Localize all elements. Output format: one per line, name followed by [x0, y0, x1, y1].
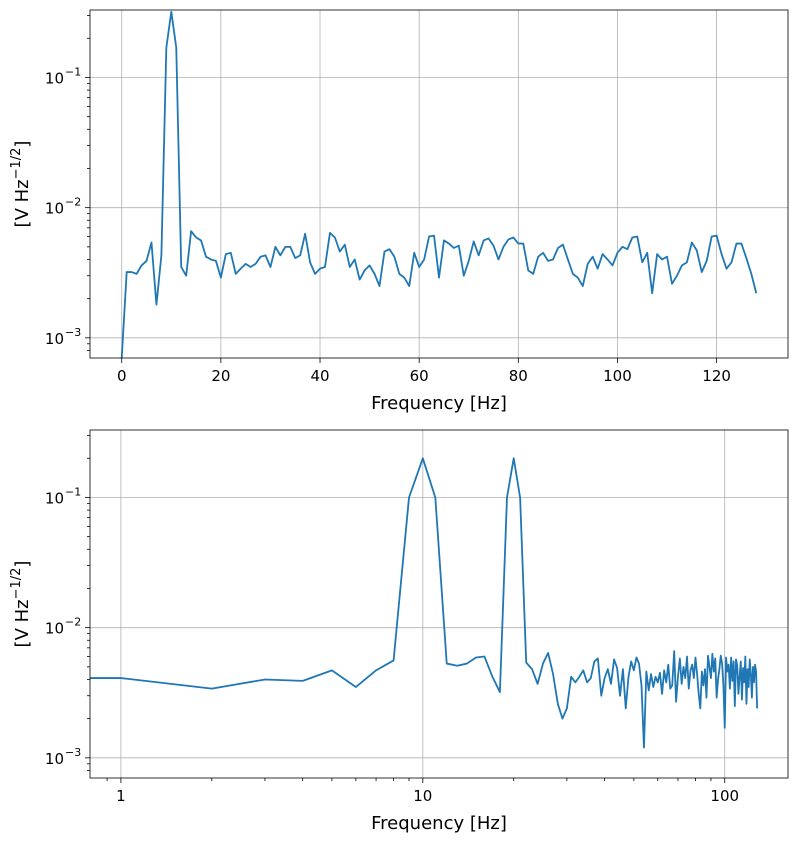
y-tick-exponent: −2: [65, 616, 81, 629]
y-tick-label: 10: [45, 69, 64, 87]
grid: [90, 430, 788, 778]
y-axis-label-prefix: [V Hz: [12, 179, 33, 227]
y-tick-base: 10: [45, 620, 64, 638]
x-tick-label: 100: [710, 787, 739, 805]
x-tick-label: 0: [117, 367, 127, 385]
y-axis-label-prefix: [V Hz: [12, 599, 33, 647]
grid: [90, 10, 788, 358]
y-tick-label: 10: [45, 200, 64, 218]
axes-frame: [89, 429, 789, 779]
y-axis-label: [V Hz−1/2]: [9, 561, 33, 648]
y-tick-exponent: −1: [65, 485, 81, 498]
y-tick-label: 10: [45, 330, 64, 348]
y-tick-exponent: −2: [65, 196, 81, 209]
y-tick-base: 10: [45, 750, 64, 768]
y-tick-label: 10: [45, 750, 64, 768]
y-tick-base: 10: [45, 330, 64, 348]
series-line: [120, 10, 758, 358]
axes-frame: [89, 9, 789, 359]
y-axis-label-suffix: ]: [12, 561, 33, 568]
y-tick-label: 10: [45, 489, 64, 507]
y-axis-label-exponent: −1/2: [9, 148, 24, 180]
x-tick-label: 20: [211, 367, 230, 385]
y-tick-base: 10: [45, 489, 64, 507]
x-axis-label: Frequency [Hz]: [371, 813, 507, 834]
x-tick-label: 1: [116, 787, 126, 805]
y-tick-exponent: −3: [65, 326, 81, 339]
series-line: [90, 457, 759, 749]
x-axis-label: Frequency [Hz]: [371, 393, 507, 414]
y-tick-exponent: −3: [65, 746, 81, 759]
y-tick-exponent: −1: [65, 65, 81, 78]
x-tick-label: 100: [603, 367, 632, 385]
y-tick-label: 10: [45, 620, 64, 638]
x-tick-label: 60: [410, 367, 429, 385]
x-tick-label: 10: [413, 787, 432, 805]
y-axis-label-suffix: ]: [12, 141, 33, 148]
y-tick-base: 10: [45, 200, 64, 218]
y-tick-base: 10: [45, 69, 64, 87]
x-tick-label: 80: [509, 367, 528, 385]
y-axis-label-exponent: −1/2: [9, 568, 24, 600]
x-tick-label: 120: [702, 367, 731, 385]
y-axis-label: [V Hz−1/2]: [9, 141, 33, 228]
x-tick-label: 40: [310, 367, 329, 385]
